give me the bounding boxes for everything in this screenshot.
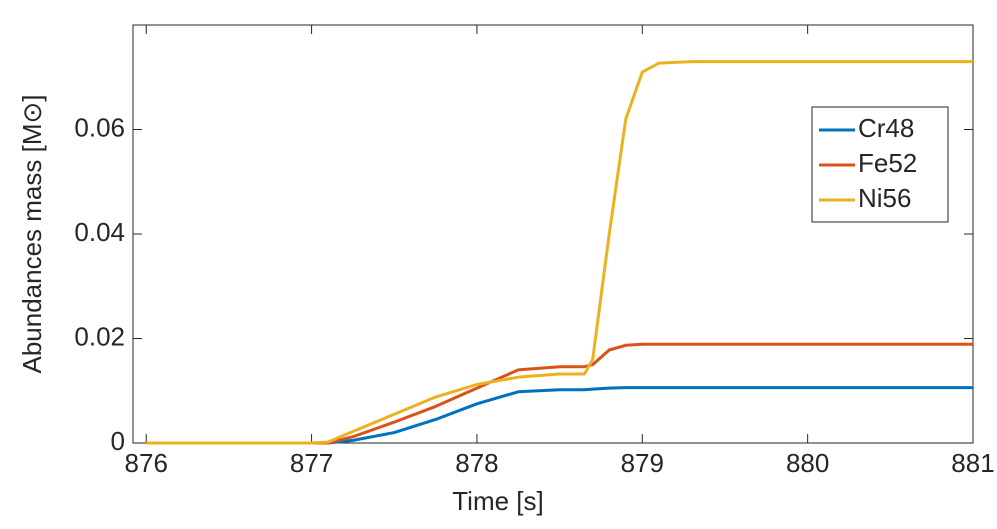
y-tick-label: 0.06 xyxy=(74,112,125,142)
x-tick-label: 880 xyxy=(786,448,829,478)
legend-label: Ni56 xyxy=(858,183,911,213)
y-tick-label: 0.04 xyxy=(74,217,125,247)
legend-label: Cr48 xyxy=(858,113,914,143)
data-line xyxy=(146,386,973,445)
legend-label: Fe52 xyxy=(858,148,917,178)
x-tick-label: 879 xyxy=(621,448,664,478)
plot-area xyxy=(132,24,974,444)
data-line xyxy=(146,342,973,445)
x-axis-label: Time [s] xyxy=(452,486,543,516)
x-tick-label: 878 xyxy=(455,448,498,478)
y-axis-label: Abundances mass [M⊙] xyxy=(17,94,47,373)
data-line xyxy=(146,60,973,445)
y-tick-label: 0 xyxy=(111,426,125,456)
y-tick-label: 0.02 xyxy=(74,321,125,351)
x-tick-label: 881 xyxy=(951,448,994,478)
x-tick-label: 877 xyxy=(290,448,333,478)
x-tick-label: 876 xyxy=(125,448,168,478)
